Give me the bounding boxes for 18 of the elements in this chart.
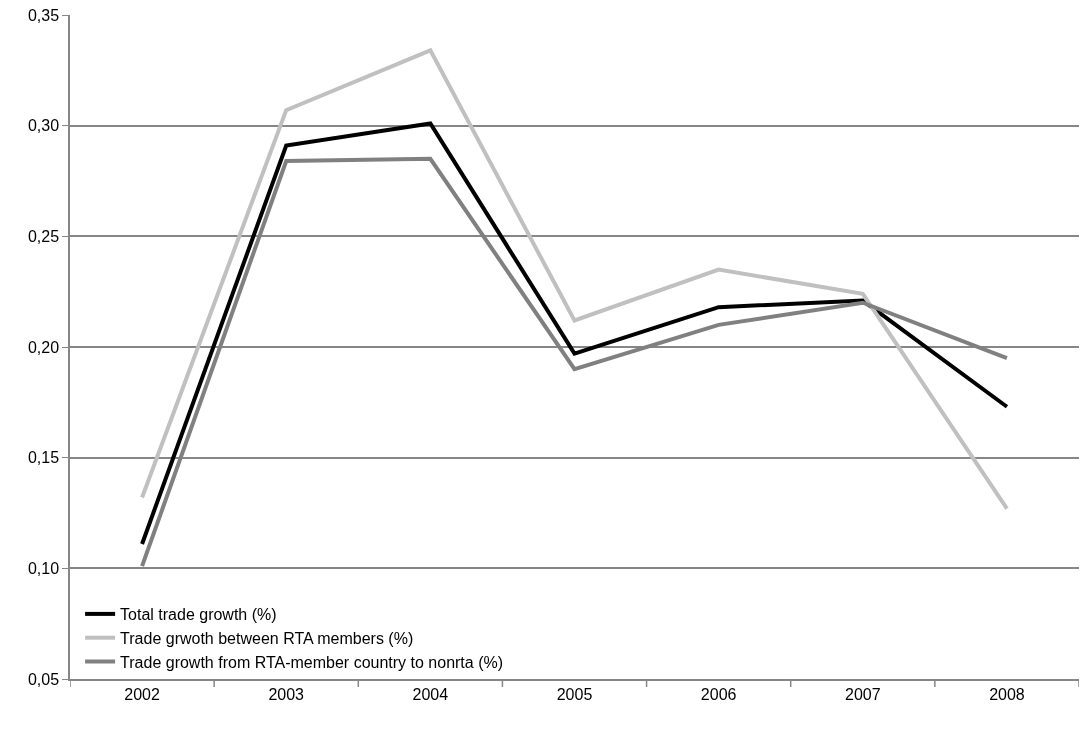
x-tick-label: 2005 (556, 685, 593, 703)
line-series (140, 48, 1009, 511)
legend-label: Total trade growth (%) (120, 606, 277, 624)
y-tick-label: 0,10 (27, 559, 60, 577)
y-tick-label: 0,05 (27, 670, 60, 688)
x-tick-label: 2002 (124, 685, 160, 703)
x-tick-label: 2003 (268, 685, 305, 703)
legend-label: Trade grwoth between RTA members (%) (120, 629, 414, 647)
y-tick-label: 0,30 (27, 117, 60, 135)
y-tick-label: 0,25 (27, 227, 60, 245)
x-tick-label: 2004 (412, 685, 449, 703)
x-tick-label: 2006 (700, 685, 737, 703)
x-tick-label: 2007 (844, 685, 881, 703)
y-tick-label: 0,35 (27, 6, 60, 24)
y-tick-label: 0,15 (27, 449, 60, 467)
x-tick-label: 2008 (989, 685, 1025, 703)
y-tick-label: 0,20 (27, 338, 60, 356)
legend-label: Trade growth from RTA-member country to nonrta (%) (120, 653, 504, 671)
